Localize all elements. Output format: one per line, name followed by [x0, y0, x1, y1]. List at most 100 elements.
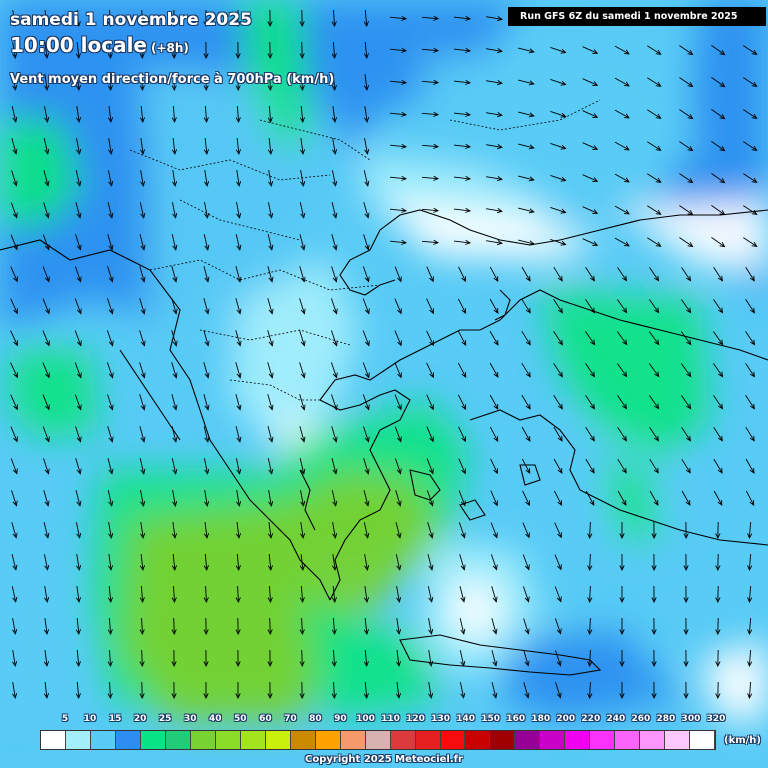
wind-arrow-head — [460, 596, 466, 603]
wind-arrow-shaft — [681, 427, 691, 441]
wind-arrow-head — [76, 532, 82, 539]
wind-arrow-head — [364, 180, 370, 187]
wind-arrow-head — [747, 565, 753, 572]
wind-arrow — [10, 202, 18, 219]
wind-arrow — [42, 362, 50, 379]
wind-arrow — [43, 138, 50, 155]
legend-label: 260 — [631, 714, 651, 724]
wind-arrow — [554, 554, 562, 571]
wind-arrow — [614, 237, 630, 247]
legend-swatch — [465, 731, 491, 749]
wind-arrow-shaft — [299, 298, 305, 314]
wind-arrow — [458, 266, 466, 283]
wind-arrow-shaft — [236, 202, 240, 218]
wind-arrow-head — [717, 339, 724, 346]
wind-arrow-shaft — [553, 299, 563, 313]
wind-arrow — [713, 267, 723, 282]
wind-arrow — [267, 330, 274, 347]
wind-arrow — [203, 649, 209, 668]
wind-arrow-shaft — [172, 105, 176, 123]
wind-arrow-head — [332, 308, 338, 315]
wind-arrow-head — [171, 53, 177, 60]
wind-arrow-shaft — [300, 138, 304, 154]
wind-arrow — [299, 585, 305, 604]
wind-arrow-head — [203, 661, 209, 668]
wind-arrow-head — [655, 241, 662, 247]
wind-arrow-head — [140, 468, 146, 475]
wind-arrow — [395, 522, 402, 539]
wind-arrow-shaft — [74, 362, 82, 378]
wind-arrow — [268, 170, 274, 187]
wind-arrow-shaft — [457, 298, 467, 314]
wind-arrow — [743, 205, 758, 215]
wind-arrow-head — [396, 564, 402, 571]
wind-arrow — [490, 458, 498, 475]
wind-arrow — [458, 490, 466, 507]
wind-arrow-shaft — [108, 106, 112, 122]
wind-arrow — [42, 298, 50, 315]
wind-arrow — [10, 266, 18, 283]
wind-zone-calm — [700, 640, 768, 720]
wind-arrow-head — [496, 80, 503, 86]
wind-arrow-head — [204, 276, 210, 283]
wind-arrow — [489, 266, 499, 283]
wind-arrow-head — [13, 244, 18, 251]
wind-arrow-shaft — [362, 362, 370, 378]
wind-arrow-head — [299, 21, 305, 28]
wind-arrow-shaft — [649, 299, 659, 313]
wind-arrow-head — [268, 468, 274, 475]
wind-zone-fresh — [500, 630, 680, 720]
wind-arrow — [171, 73, 177, 92]
wind-arrow-head — [363, 629, 369, 636]
wind-arrow-head — [13, 276, 18, 283]
wind-arrow — [426, 458, 434, 475]
wind-arrow-shaft — [389, 80, 407, 84]
wind-arrow-head — [300, 212, 306, 219]
wind-arrow — [331, 617, 337, 636]
wind-arrow-head — [528, 144, 535, 150]
wind-arrow-shaft — [76, 617, 80, 635]
wind-arrow — [139, 426, 146, 443]
wind-arrow-shaft — [108, 617, 112, 635]
wind-arrow — [267, 298, 274, 315]
wind-arrow — [521, 266, 531, 282]
wind-arrow — [331, 106, 338, 123]
wind-arrow-shaft — [522, 522, 530, 538]
wind-arrow-shaft — [458, 458, 466, 474]
wind-arrow-shaft — [459, 586, 465, 602]
wind-arrow — [362, 394, 370, 411]
wind-arrow — [204, 170, 210, 187]
wind-arrow — [679, 205, 694, 216]
wind-arrow — [107, 9, 113, 28]
wind-arrow — [554, 586, 562, 603]
wind-arrow-head — [560, 80, 567, 86]
wind-arrow-head — [75, 597, 82, 603]
legend-label: 300 — [681, 714, 701, 724]
wind-arrow-head — [556, 660, 562, 667]
wind-arrow-head — [267, 597, 273, 604]
wind-arrow — [647, 173, 662, 183]
wind-arrow-head — [364, 404, 370, 411]
wind-arrow — [743, 109, 758, 119]
wind-arrow-shaft — [486, 112, 502, 116]
wind-arrow — [171, 362, 178, 379]
wind-arrow-shaft — [43, 458, 49, 474]
wind-arrow-head — [429, 308, 434, 315]
wind-arrow-shaft — [614, 173, 630, 183]
wind-arrow-shaft — [300, 522, 304, 538]
wind-arrow-head — [12, 212, 18, 219]
wind-arrow-shaft — [582, 206, 598, 214]
wind-arrow-shaft — [203, 330, 209, 346]
wind-arrow-shaft — [553, 490, 563, 506]
wind-arrow — [172, 170, 178, 187]
wind-arrow — [235, 682, 241, 700]
wind-arrow-head — [560, 208, 567, 214]
wind-arrow — [76, 138, 82, 155]
wind-arrow — [42, 234, 50, 251]
wind-arrow — [518, 47, 535, 54]
wind-arrow-shaft — [458, 266, 466, 282]
wind-arrow-shaft — [649, 427, 659, 441]
wind-arrow — [486, 176, 503, 182]
wind-arrow — [299, 266, 306, 283]
